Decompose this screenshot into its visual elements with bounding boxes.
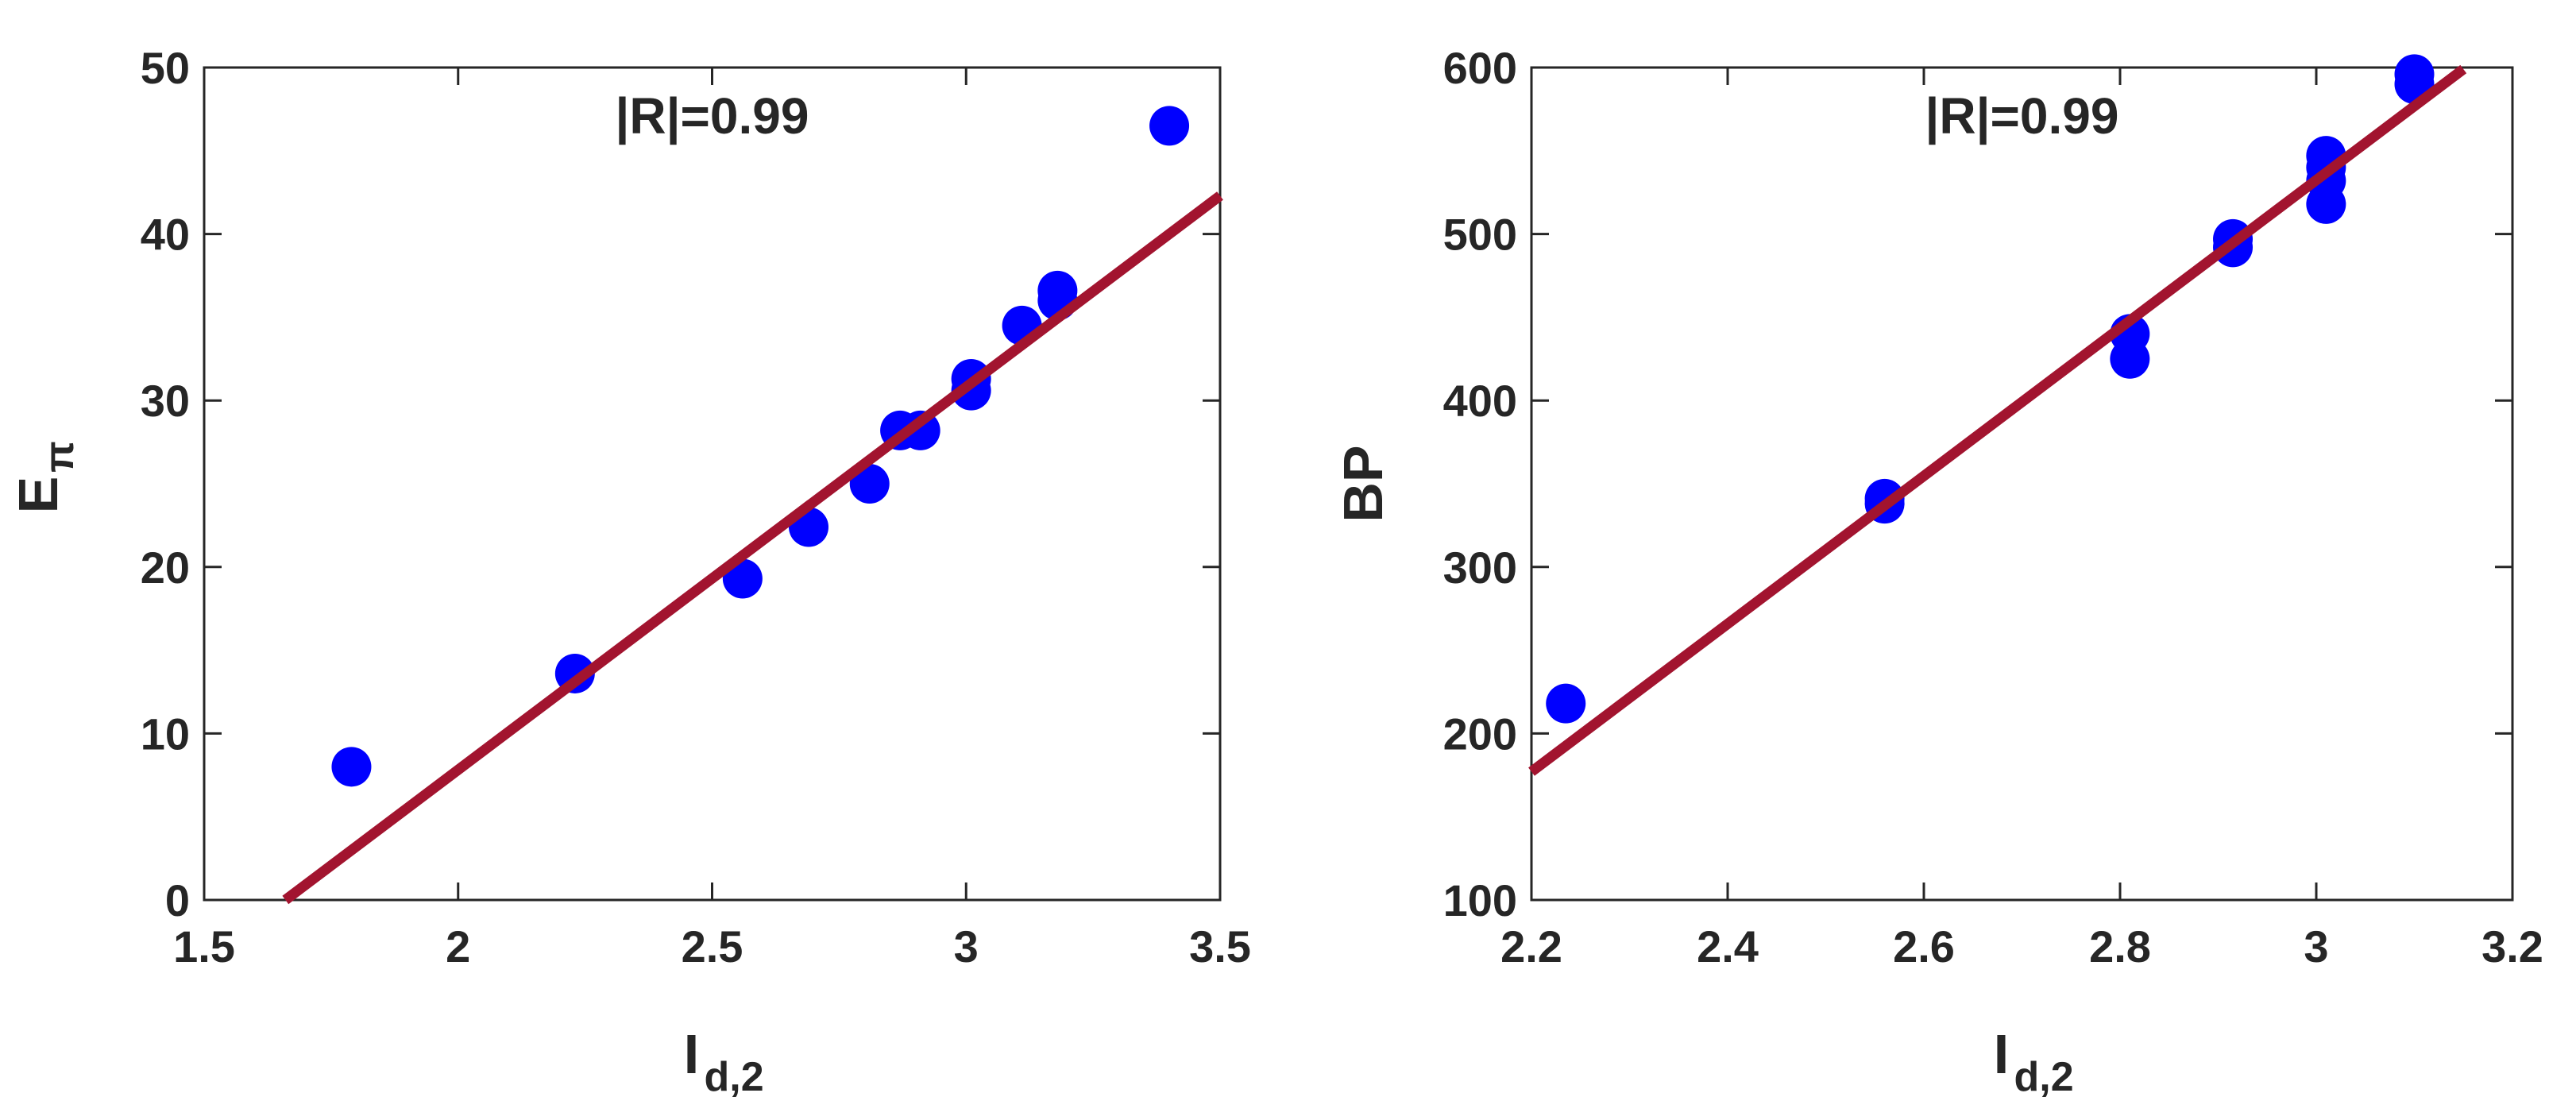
y-tick-label: 40 [141, 210, 190, 260]
y-tick-label: 10 [141, 709, 190, 759]
scatter-point [900, 410, 940, 450]
scatter-point [1149, 106, 1190, 146]
scatter-point [849, 464, 890, 504]
x-axis-label-subscript: d,2 [705, 1054, 764, 1100]
x-tick-label: 3 [2304, 921, 2328, 971]
y-axis-label: E [7, 477, 69, 514]
x-axis-label-subscript: d,2 [2014, 1054, 2074, 1100]
y-tick-label: 0 [165, 875, 190, 925]
y-tick-label: 300 [1443, 543, 1517, 593]
y-axis-label-group: BP [1332, 445, 1394, 522]
x-tick-label: 3.2 [2481, 921, 2543, 971]
y-axis-label-subscript: π [37, 441, 83, 473]
x-tick-label: 2.4 [1697, 921, 1759, 971]
y-tick-label: 400 [1443, 376, 1517, 426]
y-tick-label: 600 [1443, 43, 1517, 93]
x-axis-label: I [1994, 1023, 2009, 1085]
x-tick-label: 2.5 [682, 921, 743, 971]
scatter-point [2394, 54, 2435, 95]
scatter-point [331, 747, 372, 787]
correlation-annotation: |R|=0.99 [1925, 87, 2119, 145]
x-tick-label: 3.5 [1189, 921, 1251, 971]
y-tick-label: 20 [141, 543, 190, 593]
scatter-point [1546, 683, 1586, 724]
y-tick-label: 30 [141, 376, 190, 426]
plot-area-frame [1530, 66, 2514, 902]
x-tick-label: 2.8 [2089, 921, 2151, 971]
y-axis-label-group: Eπ [7, 441, 83, 513]
y-tick-label: 100 [1443, 875, 1517, 925]
y-tick-label: 50 [141, 43, 190, 93]
x-tick-label: 1.5 [173, 921, 235, 971]
x-axis-label: I [684, 1023, 699, 1085]
regression-line [282, 191, 1223, 905]
chart-panel-1: 1.5 2 2.5 3 3.5 0 10 20 30 40 50 I d,2 Eπ |R|=0.99 [7, 43, 1251, 1100]
scatter-point [1037, 270, 1078, 311]
regression-line [1528, 64, 2467, 776]
x-tick-label: 2.6 [1893, 921, 1955, 971]
correlation-annotation: |R|=0.99 [616, 87, 809, 145]
x-tick-label: 3 [954, 921, 979, 971]
x-tick-label: 2.2 [1500, 921, 1562, 971]
y-axis-label: BP [1332, 445, 1394, 522]
y-tick-label: 500 [1443, 210, 1517, 260]
x-tick-label: 2 [446, 921, 470, 971]
chart-panel-2: 2.2 2.4 2.6 2.8 3 3.2 100 200 300 400 500 600 I d,2 BP… [1332, 43, 2543, 1100]
y-tick-label: 200 [1443, 709, 1517, 759]
